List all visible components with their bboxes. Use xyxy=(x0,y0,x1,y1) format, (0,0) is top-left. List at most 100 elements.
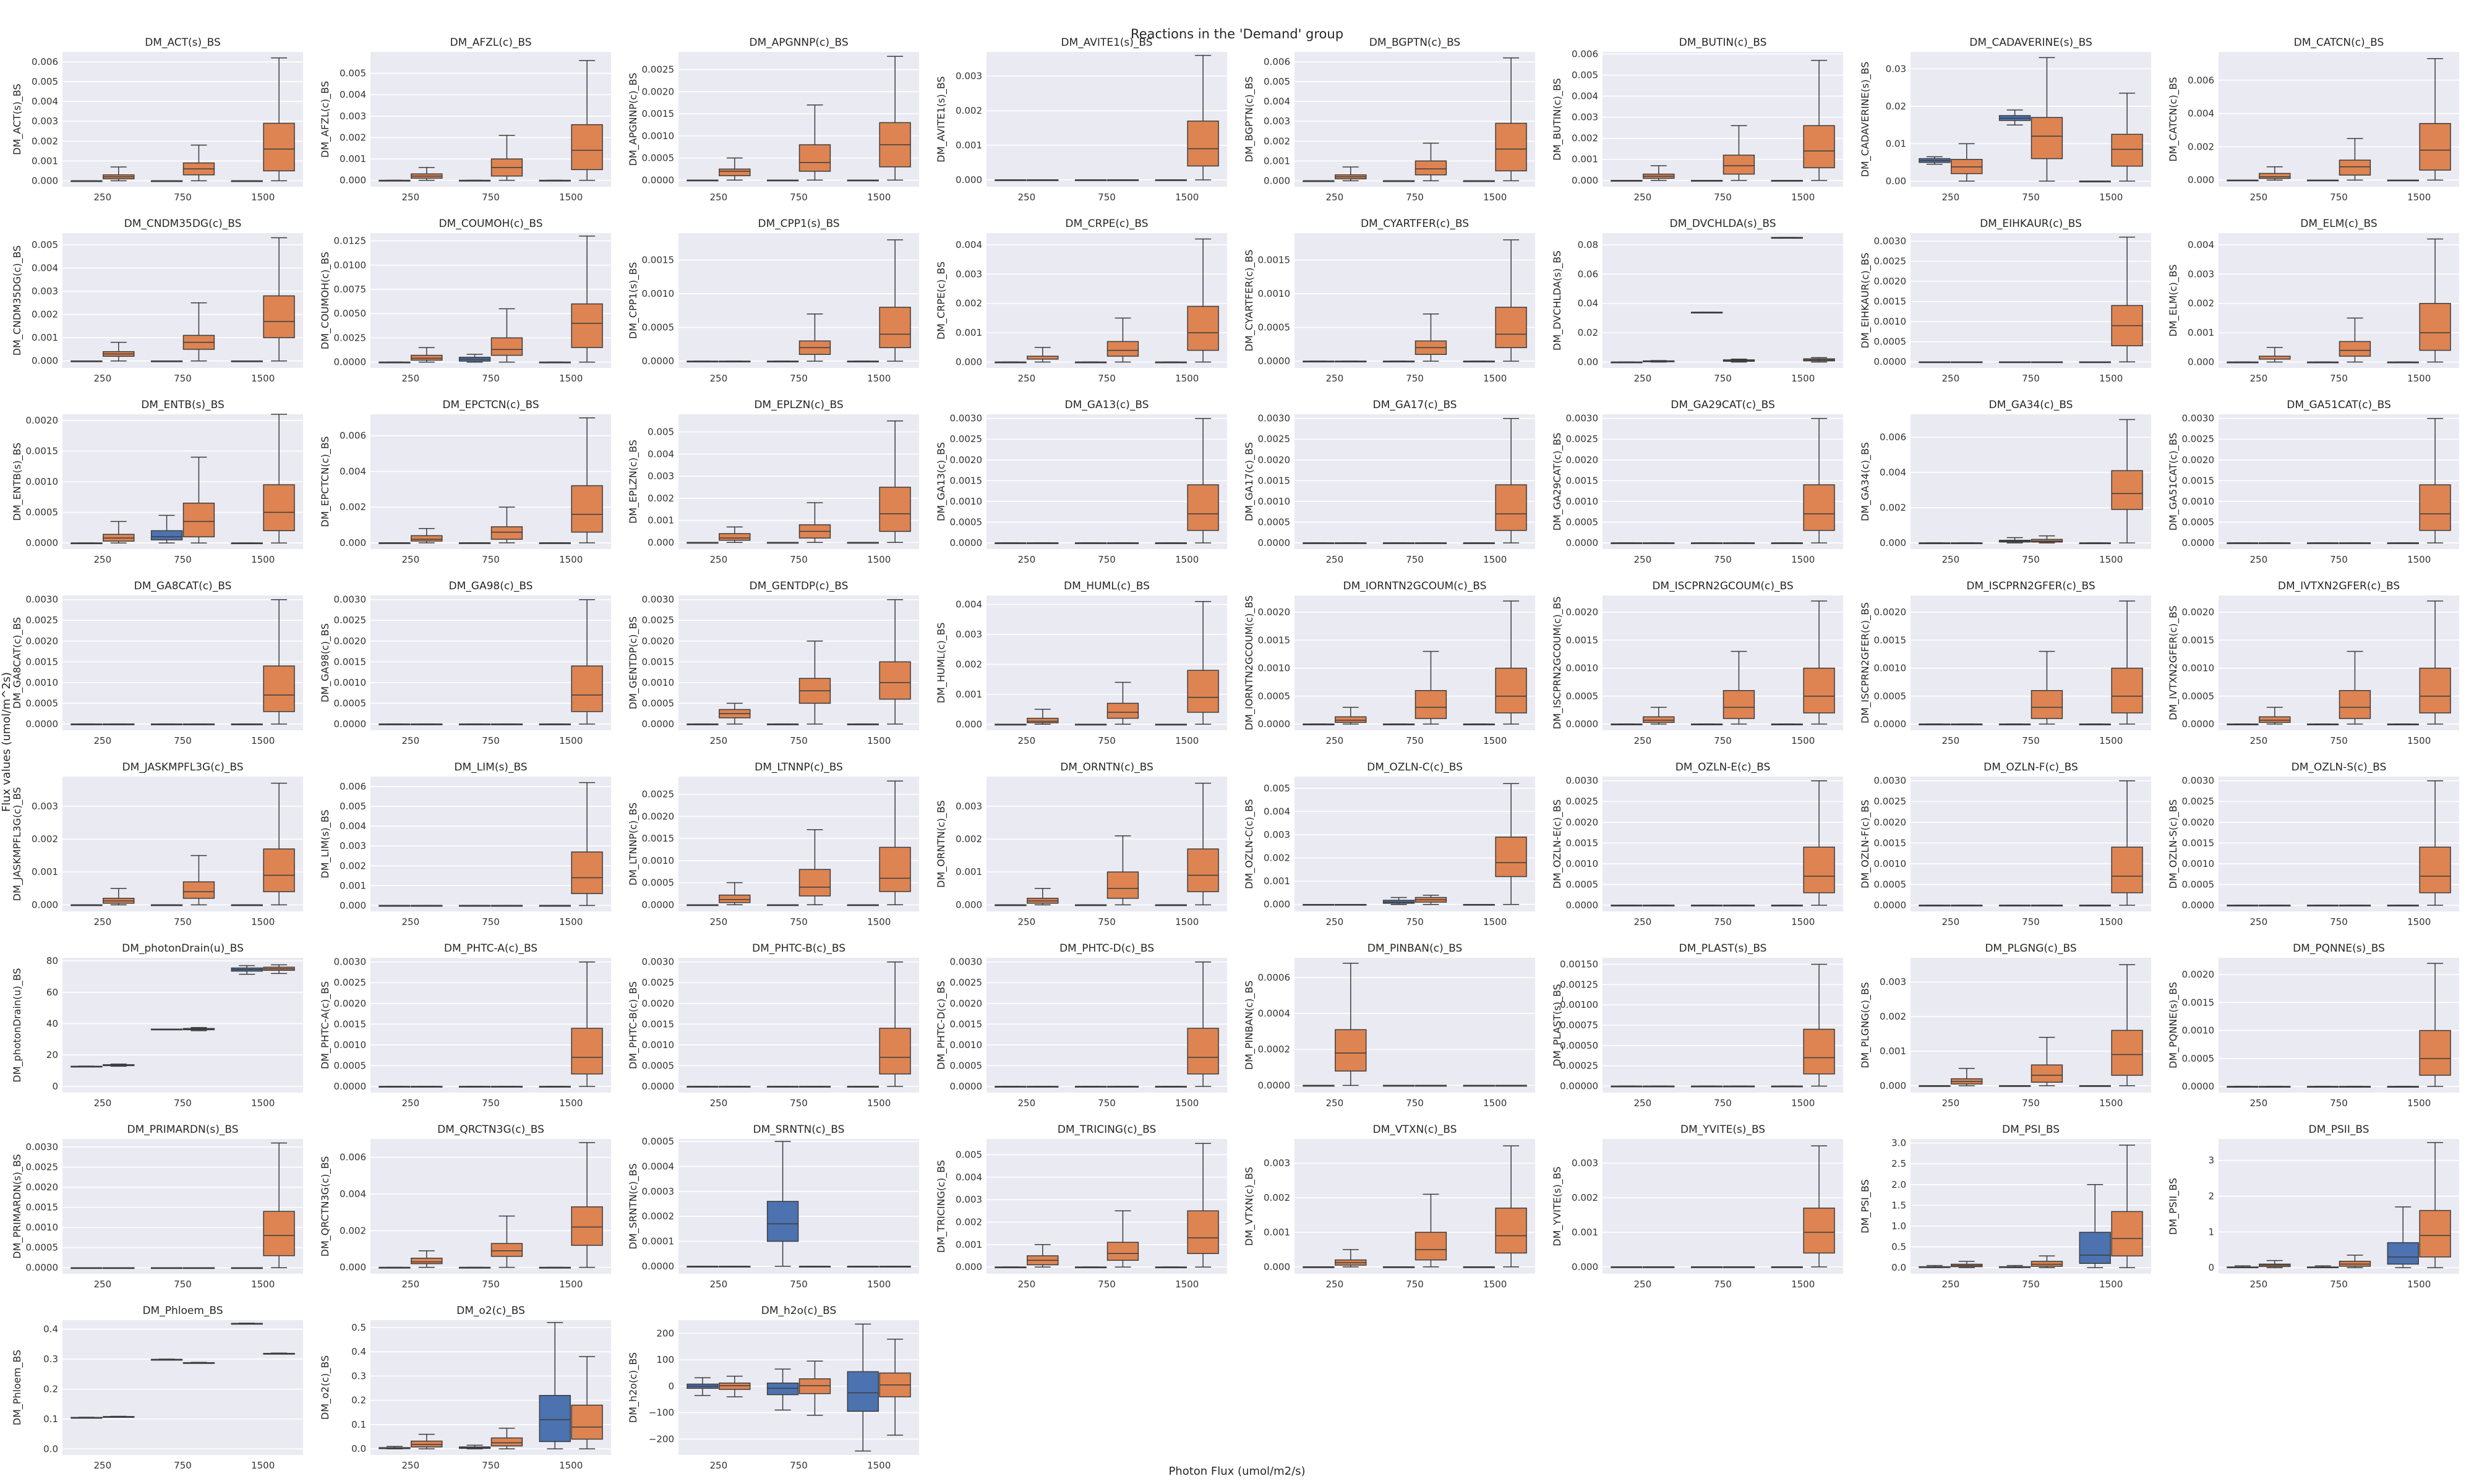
box-250-b xyxy=(1643,165,1675,181)
x-tick-label: 1500 xyxy=(2407,916,2431,927)
y-tick-label: 0.0005 xyxy=(2182,1053,2215,1064)
y-axis-label: DM_QRCTN3G(c)_BS xyxy=(319,1156,332,1257)
y-tick-label: 0.006 xyxy=(340,781,366,792)
subplot-title: DM_APGNNP(c)_BS xyxy=(749,36,848,49)
y-axis-label: DM_PINBAN(c)_BS xyxy=(1243,981,1256,1070)
box xyxy=(2339,160,2371,176)
box-750-b xyxy=(2339,1255,2371,1268)
box-250-b xyxy=(1951,905,1983,906)
subplot-title: DM_IVTXN2GFER(c)_BS xyxy=(2278,580,2400,592)
y-tick-label: 0.001 xyxy=(1572,154,1598,165)
y-axis-label: DM_PLAST(s)_BS xyxy=(1551,984,1564,1067)
box xyxy=(2419,1209,2451,1258)
box-1500-a xyxy=(231,360,263,362)
y-tick-label: 0.0020 xyxy=(1874,276,1907,287)
y-tick-label: 0.0100 xyxy=(334,260,367,271)
box-1500-a xyxy=(1463,542,1495,544)
y-tick-label: 0.02 xyxy=(1578,327,1598,338)
y-axis-label: DM_PLGNG(c)_BS xyxy=(1859,982,1872,1068)
y-tick-label: 0.001 xyxy=(1880,1046,1906,1057)
y-tick-label: 0.0000 xyxy=(26,719,59,730)
y-tick-label: 0.0000 xyxy=(1566,900,1599,911)
box-1500-b xyxy=(263,57,295,182)
y-tick-label: 0.0000 xyxy=(334,1081,367,1092)
subplot-title: DM_IORNTN2GCOUM(c)_BS xyxy=(1343,580,1487,592)
box-750-b xyxy=(2339,650,2371,725)
y-tick-label: 0.000 xyxy=(1572,175,1598,186)
x-tick-label: 1500 xyxy=(251,373,275,384)
subplot-title: DM_AFZL(c)_BS xyxy=(450,36,531,49)
y-tick-label: 0.0030 xyxy=(950,957,983,968)
box-750-a xyxy=(1690,312,1723,313)
x-tick-label: 750 xyxy=(1714,735,1732,746)
y-tick-label: 0.004 xyxy=(2188,108,2214,119)
box-1500-b xyxy=(1187,417,1219,544)
x-tick-label: 1500 xyxy=(1791,916,1815,927)
x-tick-label: 250 xyxy=(1942,916,1960,927)
x-tick-label: 750 xyxy=(1406,1279,1424,1290)
y-tick-label: 0.0015 xyxy=(1566,475,1599,486)
plot-area xyxy=(1295,414,1535,549)
box xyxy=(1495,836,1527,877)
box-250-a xyxy=(1919,542,1951,544)
y-axis-label: DM_h2o(c)_BS xyxy=(627,1352,640,1423)
box-1500-a xyxy=(1155,723,1187,726)
subplot: DM_GENTDP(c)_BS0.00000.00050.00100.00150… xyxy=(627,580,919,746)
box-750-a xyxy=(766,542,799,544)
y-tick-label: 0.0001 xyxy=(642,1236,675,1247)
x-tick-label: 750 xyxy=(1098,916,1116,927)
box-750-b xyxy=(490,1215,523,1268)
y-tick-label: 0.001 xyxy=(2188,327,2214,338)
box-250-a xyxy=(995,1266,1027,1269)
y-tick-label: 0.0020 xyxy=(642,811,675,822)
subplot: DM_QRCTN3G(c)_BS 0.000 0.002 0.004 0.006 250 7… xyxy=(319,1124,611,1290)
x-tick-label: 250 xyxy=(1018,735,1036,746)
y-tick-label: 0.001 xyxy=(32,155,58,166)
box-250-a xyxy=(1303,542,1335,544)
y-tick-label: 0 xyxy=(52,1081,58,1092)
y-tick-label: 0.001 xyxy=(956,140,982,151)
y-axis-label: DM_ORNTN(c)_BS xyxy=(935,800,948,888)
y-tick-label: 0.0005 xyxy=(642,877,675,889)
y-axis-label: DM_DVCHLDA(s)_BS xyxy=(1551,250,1564,351)
box-250-a xyxy=(1919,723,1951,725)
subplot-title: DM_GA51CAT(c)_BS xyxy=(2287,399,2391,411)
box-250-b xyxy=(1951,542,1983,544)
y-tick-label: 0.0025 xyxy=(1566,796,1599,807)
y-tick-label: 0.00 xyxy=(1886,176,1906,187)
y-tick-label: 0.004 xyxy=(1264,806,1290,817)
y-axis-label: DM_AFZL(c)_BS xyxy=(319,81,332,158)
plot-area xyxy=(1603,233,1843,368)
plot-area xyxy=(987,414,1227,549)
box-1500-a xyxy=(2079,181,2111,182)
box xyxy=(2419,667,2451,714)
y-tick-label: 0.003 xyxy=(1264,1158,1290,1169)
plot-area xyxy=(987,233,1227,368)
x-tick-label: 1500 xyxy=(1483,554,1507,565)
y-tick-label: 0.000 xyxy=(1880,1080,1906,1091)
y-tick-label: 0.3 xyxy=(351,1370,366,1381)
box-250-b xyxy=(719,882,751,906)
y-tick-label: 0.0000 xyxy=(642,719,675,730)
x-tick-label: 1500 xyxy=(559,192,583,203)
box-250-b xyxy=(719,157,751,181)
box-250-a xyxy=(71,1417,103,1419)
y-tick-label: 0.000 xyxy=(956,1261,982,1273)
y-tick-label: 1.5 xyxy=(1891,1200,1906,1211)
y-tick-label: 0.0030 xyxy=(2182,413,2215,424)
y-tick-label: 0.0020 xyxy=(1874,607,1907,618)
x-tick-label: 750 xyxy=(790,1460,808,1471)
subplot: DM_photonDrain(u)_BS 0 20 40 60 80 250 750 1500 D… xyxy=(11,942,303,1109)
y-tick-label: 0.003 xyxy=(1264,116,1290,127)
y-tick-label: 0.002 xyxy=(1264,853,1290,864)
y-tick-label: 0.4 xyxy=(351,1346,366,1357)
y-tick-label: 0.002 xyxy=(340,501,366,513)
box xyxy=(1643,716,1675,723)
subplot: DM_GA13(c)_BS 0.0000 0.0005 0.0010 0.0015 0.0… xyxy=(935,399,1227,565)
y-tick-label: 0.0005 xyxy=(1874,879,1907,890)
x-tick-label: 750 xyxy=(482,554,500,565)
subplot: DM_YVITE(s)_BS 0.000 0.001 0.002 0.003 250 750… xyxy=(1551,1124,1843,1290)
y-tick-label: 3 xyxy=(2208,1155,2214,1166)
y-tick-label: 0.002 xyxy=(1264,135,1290,147)
y-tick-label: 0.002 xyxy=(32,834,58,845)
